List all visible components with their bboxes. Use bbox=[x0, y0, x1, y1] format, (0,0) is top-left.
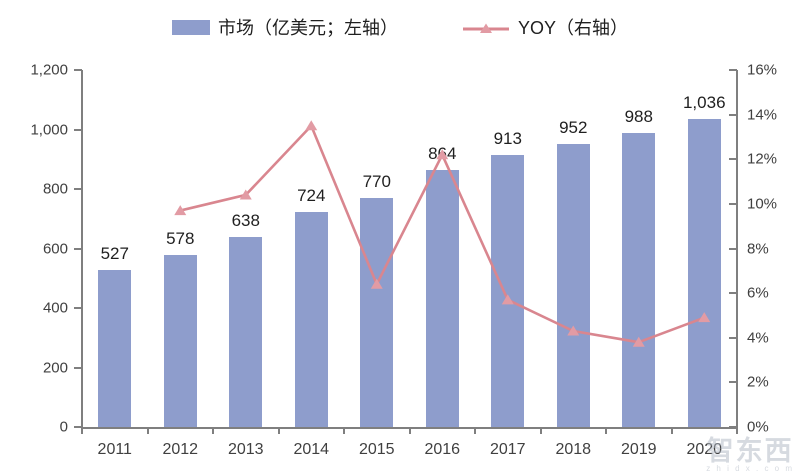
bar-series-swatch-icon bbox=[171, 19, 210, 35]
y-axis-label-left: 200 bbox=[42, 359, 68, 376]
right-axis-line bbox=[736, 70, 738, 427]
legend: 市场（亿美元；左轴） YOY（右轴） bbox=[0, 14, 800, 40]
bar-value-label: 988 bbox=[624, 107, 653, 127]
x-axis-label: 2013 bbox=[227, 441, 264, 458]
x-axis-tick bbox=[81, 427, 83, 434]
y-axis-tick-right bbox=[729, 158, 737, 161]
x-axis-tick bbox=[670, 427, 673, 434]
y-axis-tick-right bbox=[729, 292, 737, 295]
y-axis-tick-right bbox=[729, 381, 737, 384]
y-axis-label-right: 4% bbox=[747, 329, 769, 347]
yoy-marker-icon bbox=[370, 278, 383, 289]
y-axis-tick-right bbox=[729, 426, 737, 428]
y-axis-tick-right bbox=[729, 202, 737, 205]
y-axis-label-right: 2% bbox=[747, 373, 769, 391]
bar-value-label: 527 bbox=[100, 244, 129, 264]
x-axis-label: 2015 bbox=[358, 441, 395, 458]
yoy-marker-icon bbox=[632, 336, 645, 347]
y-axis-label-right: 14% bbox=[747, 106, 778, 124]
x-axis-label: 2016 bbox=[424, 441, 461, 458]
yoy-marker-icon bbox=[501, 294, 514, 305]
yoy-line-series bbox=[174, 120, 711, 347]
bar-2020 bbox=[687, 118, 721, 427]
y-axis-tick-left bbox=[74, 188, 82, 190]
x-axis-label: 2019 bbox=[620, 441, 657, 458]
y-axis-label-left: 400 bbox=[42, 299, 68, 317]
y-axis-label-right: 8% bbox=[747, 240, 769, 257]
bar-2014 bbox=[294, 211, 328, 427]
bar-2012 bbox=[163, 255, 197, 427]
y-axis-label-left: 800 bbox=[42, 180, 68, 198]
legend-label-yoy: YOY（右轴） bbox=[517, 18, 628, 38]
x-axis-label: 2011 bbox=[97, 441, 132, 458]
bar-2016 bbox=[425, 169, 459, 427]
bar-2017 bbox=[491, 155, 525, 427]
bar-2018 bbox=[556, 143, 590, 427]
x-axis-label: 2014 bbox=[293, 441, 330, 458]
bar-value-label: 770 bbox=[362, 171, 391, 191]
bar-2015 bbox=[360, 197, 394, 427]
legend-item-market: 市场（亿美元；左轴） bbox=[171, 14, 398, 40]
bar-value-label: 913 bbox=[493, 129, 522, 149]
bar-value-label: 724 bbox=[297, 185, 326, 205]
left-axis-line bbox=[81, 70, 83, 427]
line-series-swatch-icon bbox=[462, 20, 510, 34]
y-axis-tick-left bbox=[74, 128, 82, 131]
x-axis-tick bbox=[146, 427, 149, 434]
y-axis-label-right: 16% bbox=[747, 61, 778, 79]
yoy-marker-icon bbox=[239, 189, 252, 200]
yoy-marker-icon bbox=[305, 120, 318, 131]
x-axis-label: 2012 bbox=[162, 441, 199, 458]
x-axis-tick bbox=[605, 427, 607, 434]
bar-value-label: 1,036 bbox=[682, 92, 726, 112]
y-axis-tick-left bbox=[74, 366, 82, 369]
x-axis-tick bbox=[539, 427, 542, 434]
bar-2011 bbox=[98, 270, 132, 427]
y-axis-label-left: 0 bbox=[59, 418, 68, 436]
yoy-marker-icon bbox=[567, 325, 580, 336]
x-axis-tick bbox=[277, 427, 280, 434]
x-axis-tick bbox=[408, 427, 411, 434]
x-axis-tick bbox=[736, 427, 738, 434]
y-axis-label-left: 1,200 bbox=[30, 61, 68, 79]
bar-2013 bbox=[229, 237, 263, 427]
bar-2019 bbox=[622, 133, 656, 427]
bar-value-label: 578 bbox=[166, 229, 195, 249]
y-axis-label-left: 1,000 bbox=[30, 121, 68, 138]
x-axis-tick bbox=[474, 427, 476, 434]
y-axis-tick-left bbox=[74, 247, 82, 250]
y-axis-tick-left bbox=[74, 426, 82, 428]
y-axis-tick-left bbox=[74, 307, 82, 309]
y-axis-tick-right bbox=[729, 247, 737, 250]
y-axis-label-right: 12% bbox=[747, 150, 778, 168]
x-axis-label: 2020 bbox=[686, 441, 723, 458]
yoy-marker-icon bbox=[436, 149, 449, 160]
legend-label-market: 市场（亿美元；左轴） bbox=[217, 18, 398, 38]
x-axis-tick bbox=[343, 427, 345, 434]
y-axis-label-right: 10% bbox=[747, 195, 778, 213]
y-axis-tick-left bbox=[74, 69, 82, 71]
y-axis-tick-right bbox=[729, 113, 737, 116]
x-axis-label: 2018 bbox=[555, 441, 592, 458]
yoy-marker-icon bbox=[174, 205, 187, 216]
y-axis-label-right: 6% bbox=[747, 284, 769, 302]
y-axis-tick-right bbox=[729, 69, 737, 71]
y-axis-label-right: 0% bbox=[747, 418, 769, 436]
legend-item-yoy: YOY（右轴） bbox=[462, 14, 628, 40]
x-axis-label: 2017 bbox=[489, 441, 526, 458]
bar-value-label: 952 bbox=[559, 117, 588, 137]
y-axis-tick-right bbox=[729, 336, 737, 339]
bar-value-label: 638 bbox=[231, 211, 260, 231]
y-axis-label-left: 600 bbox=[42, 240, 68, 257]
yoy-marker-icon bbox=[698, 312, 711, 323]
x-axis-tick bbox=[212, 427, 214, 434]
